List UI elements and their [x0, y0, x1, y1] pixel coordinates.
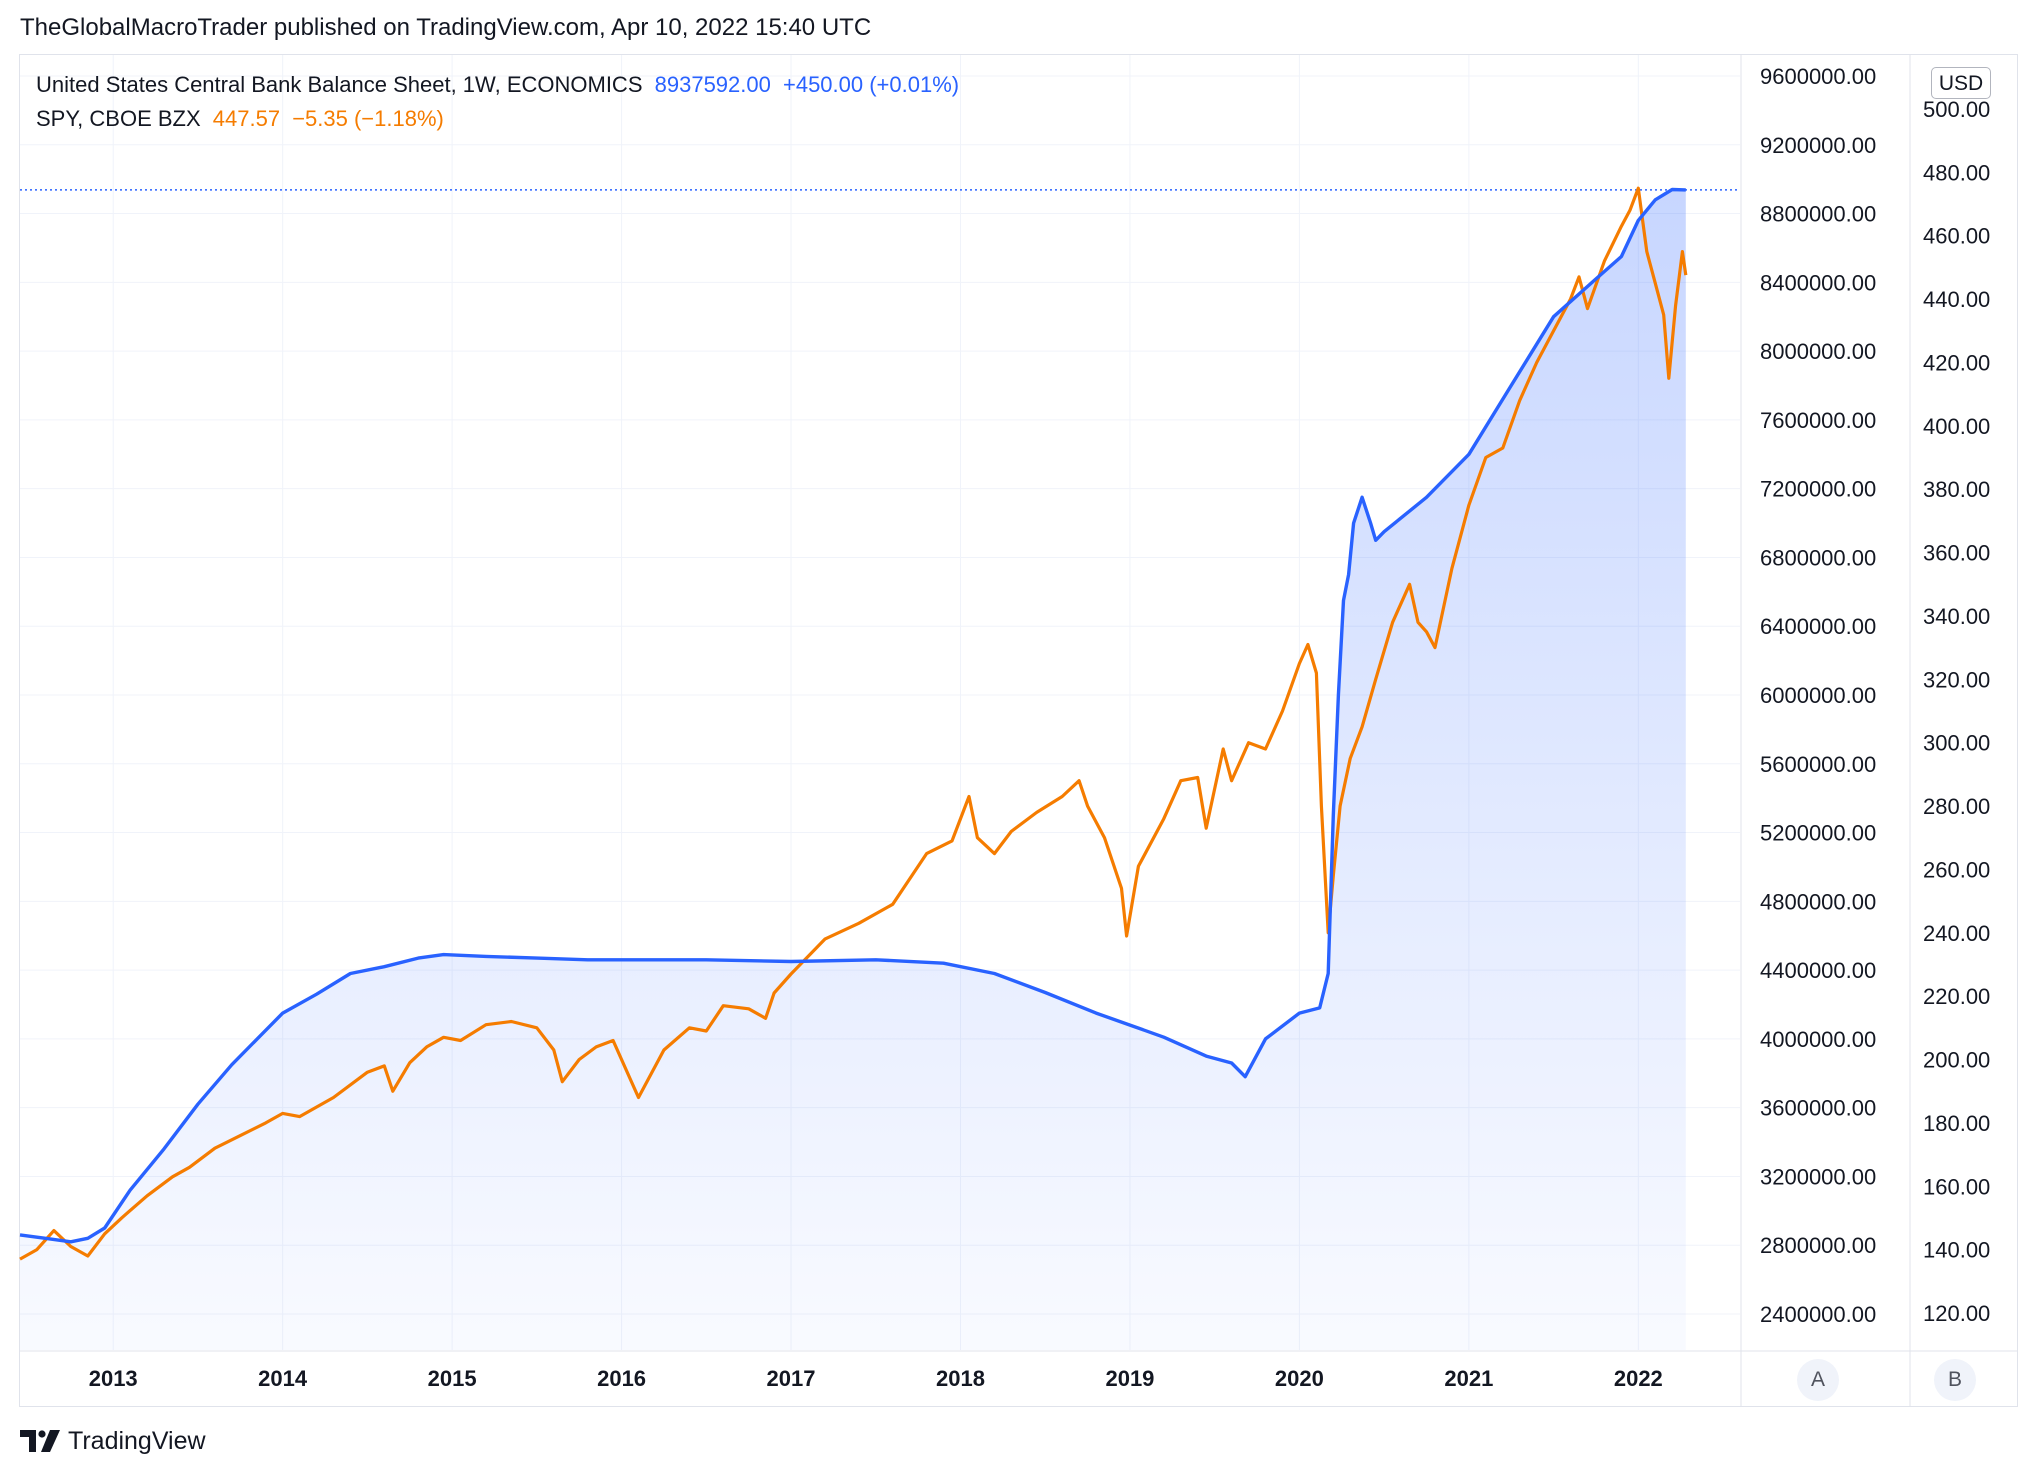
y-right-tick-label: 400.00	[1923, 414, 1990, 439]
x-tick-label: 2014	[258, 1366, 308, 1391]
y-right-tick-label: 280.00	[1923, 794, 1990, 819]
currency-badge[interactable]: USD	[1931, 67, 1991, 99]
x-tick-label: 2017	[767, 1366, 816, 1391]
tradingview-brand[interactable]: TradingView	[20, 1426, 206, 1456]
y-left-tick-label: 7600000.00	[1760, 408, 1876, 433]
y-left-tick-label: 8800000.00	[1760, 202, 1876, 227]
scale-b-button[interactable]: B	[1934, 1359, 1976, 1401]
tradingview-logo-icon	[20, 1430, 60, 1452]
balance-sheet-area	[20, 189, 1686, 1350]
y-left-tick-label: 3600000.00	[1760, 1096, 1876, 1121]
y-left-tick-label: 2400000.00	[1760, 1302, 1876, 1327]
auto-scale-button[interactable]: A	[1797, 1359, 1839, 1401]
x-tick-label: 2015	[428, 1366, 477, 1391]
y-right-tick-label: 380.00	[1923, 477, 1990, 502]
y-right-tick-label: 460.00	[1923, 224, 1990, 249]
y-right-tick-label: 140.00	[1923, 1238, 1990, 1263]
axis-labels: 9600000.00 9200000.00 8800000.00 8400000.00…	[89, 64, 1991, 1391]
x-tick-label: 2018	[936, 1366, 985, 1391]
y-left-tick-label: 4400000.00	[1760, 958, 1876, 983]
y-right-tick-label: 360.00	[1923, 541, 1990, 566]
legend-balance-sheet-name: United States Central Bank Balance Sheet…	[36, 72, 643, 97]
x-tick-label: 2019	[1105, 1366, 1154, 1391]
y-right-tick-label: 340.00	[1923, 604, 1990, 629]
legend-spy-value: 447.57	[212, 106, 281, 131]
axes	[19, 54, 2018, 1406]
y-right-tick-label: 200.00	[1923, 1048, 1990, 1073]
x-tick-label: 2022	[1614, 1366, 1663, 1391]
x-tick-label: 2020	[1275, 1366, 1324, 1391]
x-tick-label: 2021	[1444, 1366, 1493, 1391]
series	[19, 186, 1740, 1350]
y-left-tick-label: 6800000.00	[1760, 545, 1876, 570]
y-left-tick-label: 4000000.00	[1760, 1027, 1876, 1052]
y-left-tick-label: 8000000.00	[1760, 339, 1876, 364]
balance-sheet-line	[19, 187, 1686, 1244]
y-left-tick-label: 9600000.00	[1760, 64, 1876, 89]
legend-spy-change: −5.35 (−1.18%)	[292, 106, 444, 131]
spy-line	[19, 186, 1688, 1261]
y-left-tick-label: 2800000.00	[1760, 1233, 1876, 1258]
y-left-tick-label: 9200000.00	[1760, 133, 1876, 158]
legend-balance-sheet-value: 8937592.00	[654, 72, 771, 97]
legend-balance-sheet-change: +450.00 (+0.01%)	[782, 72, 960, 97]
y-right-tick-label: 120.00	[1923, 1301, 1990, 1326]
y-right-tick-label: 260.00	[1923, 857, 1990, 882]
legend-balance-sheet[interactable]: United States Central Bank Balance Sheet…	[36, 72, 965, 98]
x-tick-label: 2013	[89, 1366, 138, 1391]
y-right-tick-label: 160.00	[1923, 1174, 1990, 1199]
y-left-tick-label: 8400000.00	[1760, 270, 1876, 295]
y-right-tick-label: 320.00	[1923, 667, 1990, 692]
chart-frame	[19, 54, 2018, 1407]
tradingview-brand-text: TradingView	[68, 1426, 206, 1455]
y-left-tick-label: 4800000.00	[1760, 889, 1876, 914]
y-left-tick-label: 5200000.00	[1760, 821, 1876, 846]
legend-spy[interactable]: SPY, CBOE BZX 447.57 −5.35 (−1.18%)	[36, 106, 450, 132]
y-left-tick-label: 3200000.00	[1760, 1164, 1876, 1189]
y-right-tick-label: 420.00	[1923, 350, 1990, 375]
y-right-tick-label: 180.00	[1923, 1111, 1990, 1136]
y-right-tick-label: 220.00	[1923, 984, 1990, 1009]
y-right-tick-label: 440.00	[1923, 287, 1990, 312]
y-left-tick-label: 7200000.00	[1760, 477, 1876, 502]
y-left-tick-label: 6000000.00	[1760, 683, 1876, 708]
y-left-tick-label: 6400000.00	[1760, 614, 1876, 639]
legend-spy-name: SPY, CBOE BZX	[36, 106, 201, 131]
y-right-tick-label: 480.00	[1923, 160, 1990, 185]
y-right-tick-label: 240.00	[1923, 921, 1990, 946]
y-right-tick-label: 500.00	[1923, 97, 1990, 122]
y-right-tick-label: 300.00	[1923, 731, 1990, 756]
y-left-tick-label: 5600000.00	[1760, 752, 1876, 777]
x-tick-label: 2016	[597, 1366, 646, 1391]
publisher-caption: TheGlobalMacroTrader published on Tradin…	[20, 14, 872, 41]
